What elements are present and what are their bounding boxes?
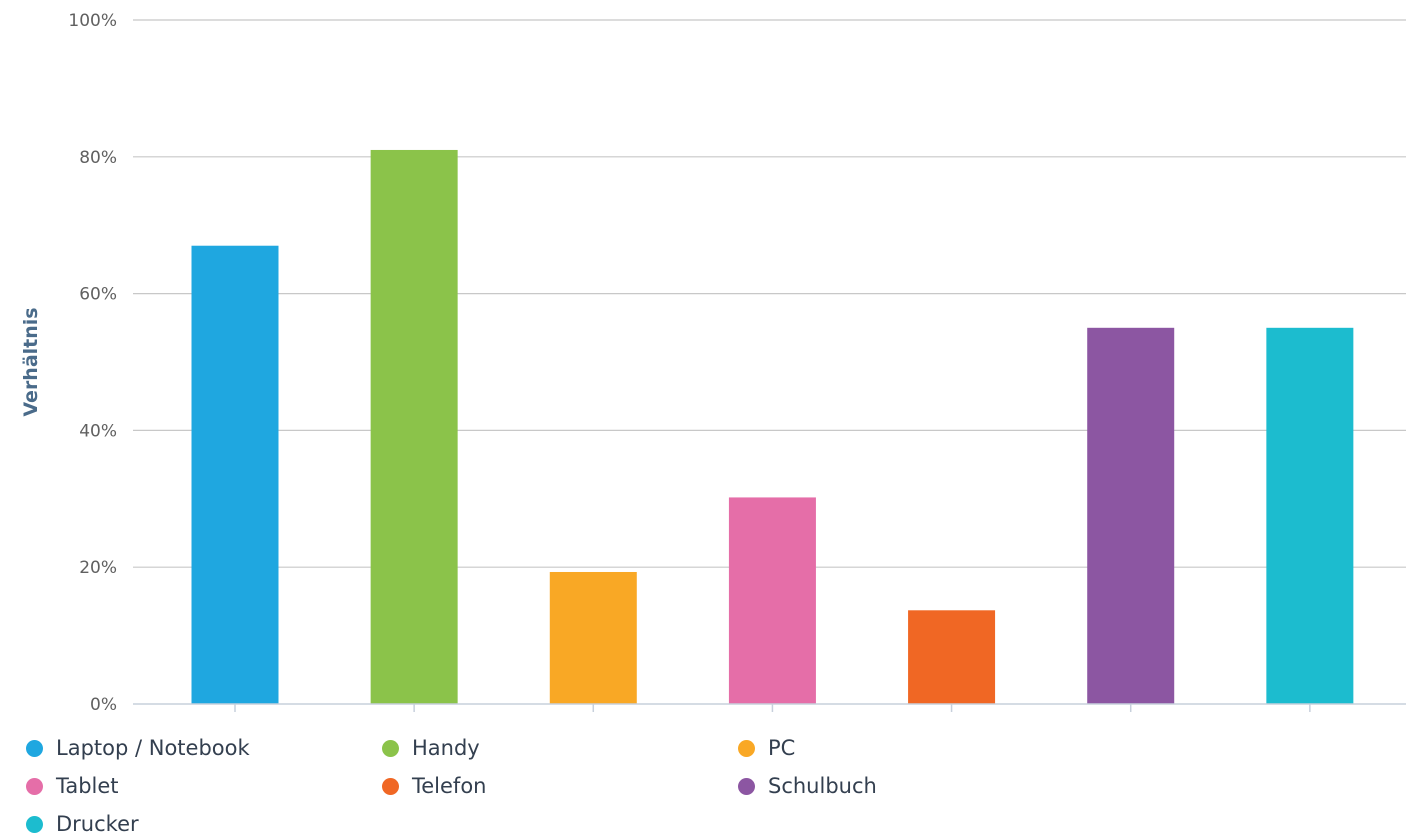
legend-item-telefon[interactable]: Telefon xyxy=(382,771,738,801)
bar-handy[interactable] xyxy=(370,149,458,704)
legend-marker xyxy=(26,815,43,833)
bars xyxy=(191,149,1354,704)
legend: Laptop / Notebook Handy PC Tablet Telefon Sch… xyxy=(26,733,926,839)
legend-marker xyxy=(738,739,755,757)
legend-label: Handy xyxy=(412,736,480,760)
legend-label: Laptop / Notebook xyxy=(56,736,250,760)
legend-label: Tablet xyxy=(56,774,119,798)
y-tick-label: 100% xyxy=(68,11,117,31)
legend-marker xyxy=(26,739,43,757)
x-ticks xyxy=(234,704,1311,712)
bar-schulbuch[interactable] xyxy=(1087,327,1175,704)
legend-marker xyxy=(26,777,43,795)
y-tick-label: 40% xyxy=(79,421,117,441)
legend-marker xyxy=(382,777,399,795)
legend-label: Schulbuch xyxy=(768,774,877,798)
legend-label: PC xyxy=(768,736,796,760)
y-tick-label: 0% xyxy=(90,695,117,715)
bar-chart: 0% 20% 40% 60% 80% 100% Verhältnis xyxy=(20,11,1406,715)
bar-telefon[interactable] xyxy=(908,610,996,704)
y-tick-label: 80% xyxy=(79,148,117,168)
y-tick-label: 20% xyxy=(79,558,117,578)
y-tick-labels: 0% 20% 40% 60% 80% 100% xyxy=(68,11,117,715)
legend-item-pc[interactable]: PC xyxy=(738,733,918,763)
bar-laptop-notebook[interactable] xyxy=(191,245,279,704)
bar-drucker[interactable] xyxy=(1266,327,1354,704)
legend-label: Drucker xyxy=(56,812,139,836)
y-axis-title: Verhältnis xyxy=(20,307,42,416)
bar-tablet[interactable] xyxy=(728,497,816,704)
legend-item-tablet[interactable]: Tablet xyxy=(26,771,382,801)
legend-item-laptop-notebook[interactable]: Laptop / Notebook xyxy=(26,733,382,763)
legend-item-schulbuch[interactable]: Schulbuch xyxy=(738,771,918,801)
legend-item-drucker[interactable]: Drucker xyxy=(26,809,382,839)
legend-marker xyxy=(382,739,399,757)
legend-item-handy[interactable]: Handy xyxy=(382,733,738,763)
legend-marker xyxy=(738,777,755,795)
bar-pc[interactable] xyxy=(549,571,637,704)
gridlines xyxy=(133,19,1406,568)
legend-label: Telefon xyxy=(412,774,487,798)
y-tick-label: 60% xyxy=(79,285,117,305)
